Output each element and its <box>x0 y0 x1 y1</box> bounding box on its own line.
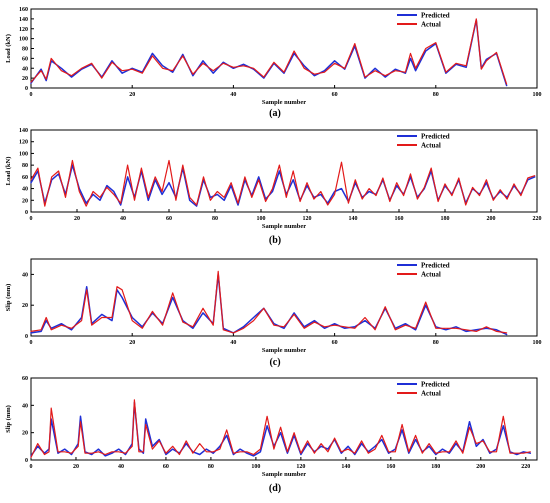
y-tick-label: 40 <box>22 66 28 72</box>
y-tick-label: 20 <box>22 431 28 437</box>
series-line-predicted <box>30 273 508 336</box>
legend-label-predicted: Predicted <box>421 133 450 141</box>
x-tick-label: 20 <box>129 340 135 346</box>
y-axis-label: Slip (mm) <box>5 405 12 433</box>
series-line-actual <box>30 159 536 207</box>
x-tick-label: 20 <box>129 92 135 98</box>
y-tick-label: 60 <box>22 56 28 62</box>
y-tick-label: 20 <box>22 198 28 204</box>
legend-label-predicted: Predicted <box>421 262 450 270</box>
x-tick-label: 80 <box>433 340 439 346</box>
y-tick-label: 120 <box>19 27 28 33</box>
chart-panel-a: 0 20 40 60 80 100 0 20 40 60 80 100 120 140 160 Sample … <box>5 7 542 119</box>
x-tick-label: 100 <box>257 216 266 222</box>
x-tick-label: 100 <box>533 92 542 98</box>
plot-frame <box>30 258 538 337</box>
y-tick-label: 0 <box>25 458 28 464</box>
y-tick-label: 120 <box>19 140 28 146</box>
x-tick-label: 0 <box>30 92 33 98</box>
x-axis-label: Sample number <box>262 99 306 106</box>
x-tick-label: 0 <box>30 464 33 470</box>
y-axis-label: Load (kN) <box>5 34 12 63</box>
y-tick-label: 60 <box>22 175 28 181</box>
panel-caption: (c) <box>269 357 280 368</box>
y-tick-label: 40 <box>22 187 28 193</box>
y-tick-label: 140 <box>19 17 28 23</box>
x-tick-label: 20 <box>73 464 79 470</box>
series-line-actual <box>30 399 531 458</box>
y-tick-label: 0 <box>25 334 28 340</box>
y-tick-label: 140 <box>19 128 28 134</box>
x-tick-label: 60 <box>166 216 172 222</box>
y-axis-label: Slip (mm) <box>5 284 12 312</box>
x-tick-label: 180 <box>441 216 450 222</box>
series-line-predicted <box>30 401 532 457</box>
x-axis-label: Sample number <box>262 347 306 354</box>
plot-frame <box>30 8 538 89</box>
y-axis-label: Load (kN) <box>5 157 12 186</box>
x-tick-label: 200 <box>487 216 496 222</box>
y-tick-label: 20 <box>22 303 28 309</box>
x-tick-label: 40 <box>120 216 126 222</box>
plot-frame <box>30 377 538 461</box>
x-tick-label: 200 <box>476 464 485 470</box>
y-tick-label: 80 <box>22 163 28 169</box>
x-tick-label: 100 <box>251 464 260 470</box>
x-tick-label: 80 <box>212 216 218 222</box>
x-tick-label: 120 <box>296 464 305 470</box>
panel-caption: (d) <box>269 483 281 494</box>
legend-label-predicted: Predicted <box>421 381 450 389</box>
chart-panel-b: 0 20 40 60 80 100 120 140 160 180 200 220 0 20 40 60 80 1… <box>5 128 542 246</box>
x-tick-label: 60 <box>332 92 338 98</box>
y-tick-label: 160 <box>19 7 28 13</box>
x-tick-label: 60 <box>163 464 169 470</box>
series-line-predicted <box>30 164 536 207</box>
y-tick-label: 20 <box>22 76 28 82</box>
x-tick-label: 100 <box>533 340 542 346</box>
y-tick-label: 0 <box>25 210 28 216</box>
legend-label-actual: Actual <box>421 390 441 398</box>
plot-frame <box>30 129 538 213</box>
x-tick-label: 40 <box>118 464 124 470</box>
x-axis-label: Sample number <box>262 471 306 478</box>
x-tick-label: 0 <box>30 340 33 346</box>
panel-caption: (a) <box>269 108 281 119</box>
y-tick-label: 40 <box>22 403 28 409</box>
x-tick-label: 0 <box>30 216 33 222</box>
x-tick-label: 220 <box>521 464 530 470</box>
x-tick-label: 180 <box>431 464 440 470</box>
chart-panel-c: 0 20 40 60 80 100 0 20 40 Sample number Slip (mm) (… <box>5 258 542 368</box>
panel-caption: (b) <box>269 235 281 246</box>
x-tick-label: 60 <box>332 340 338 346</box>
legend-label-predicted: Predicted <box>421 12 450 20</box>
y-tick-label: 80 <box>22 47 28 53</box>
legend-label-actual: Actual <box>421 142 441 150</box>
x-tick-label: 80 <box>208 464 214 470</box>
legend-label-actual: Actual <box>421 21 441 29</box>
x-tick-label: 80 <box>433 92 439 98</box>
x-tick-label: 140 <box>349 216 358 222</box>
x-tick-label: 120 <box>303 216 312 222</box>
x-tick-label: 140 <box>341 464 350 470</box>
x-tick-label: 160 <box>395 216 404 222</box>
series-line-actual <box>30 18 508 85</box>
x-tick-label: 40 <box>230 340 236 346</box>
series-line-predicted <box>30 19 508 87</box>
y-tick-label: 40 <box>22 272 28 278</box>
x-tick-label: 40 <box>230 92 236 98</box>
series-line-actual <box>30 270 508 334</box>
x-tick-label: 160 <box>386 464 395 470</box>
x-tick-label: 220 <box>533 216 542 222</box>
x-tick-label: 20 <box>74 216 80 222</box>
chart-panel-d: 0 20 40 60 80 100 120 140 160 180 200 220 0 20 40 60 Sam… <box>5 376 538 494</box>
legend-label-actual: Actual <box>421 271 441 279</box>
y-tick-label: 100 <box>19 37 28 43</box>
y-tick-label: 60 <box>22 376 28 382</box>
x-axis-label: Sample number <box>262 223 306 230</box>
y-tick-label: 100 <box>19 151 28 157</box>
y-tick-label: 0 <box>25 86 28 92</box>
